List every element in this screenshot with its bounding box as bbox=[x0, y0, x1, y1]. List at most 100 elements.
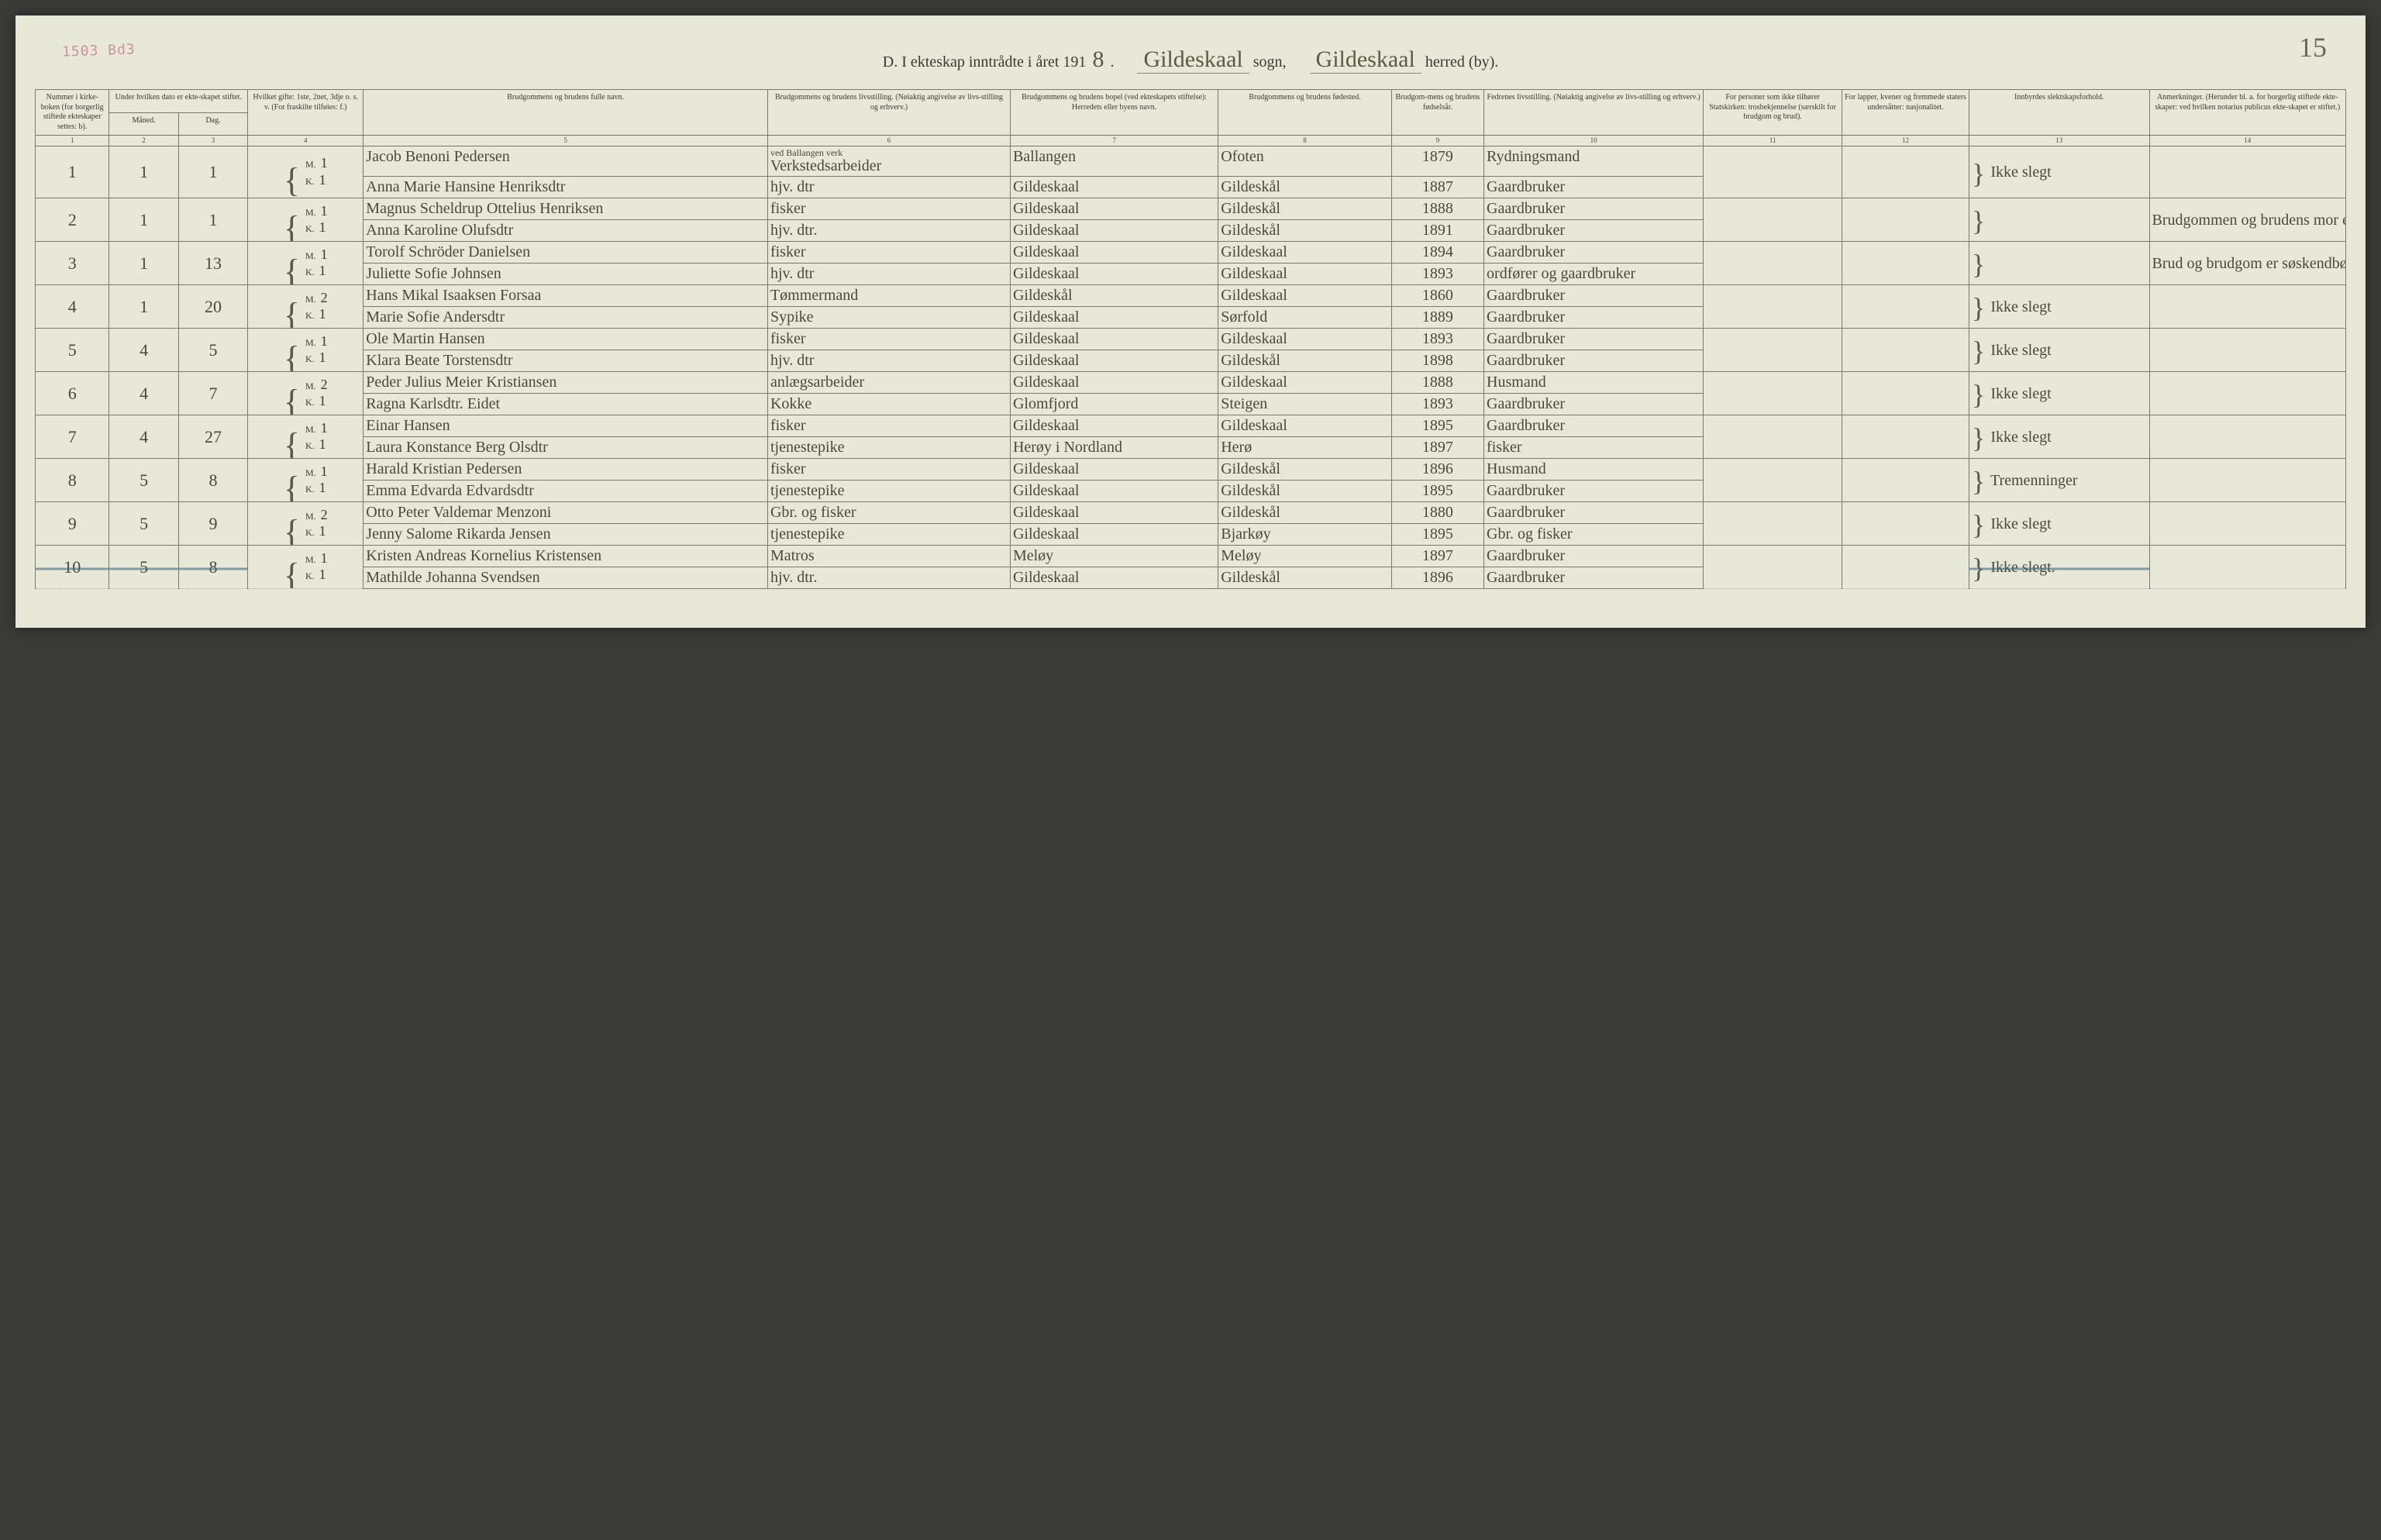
bracket-icon: } bbox=[1972, 388, 1985, 401]
religion bbox=[1704, 198, 1842, 242]
relationship: } Tremenninger bbox=[1969, 459, 2150, 502]
col-number: 7 bbox=[1010, 136, 1218, 146]
entry-day: 8 bbox=[178, 459, 247, 502]
relationship: } bbox=[1969, 198, 2150, 242]
col-number: 3 bbox=[178, 136, 247, 146]
relationship: } Ikke slegt. bbox=[1969, 546, 2150, 589]
col-header: Innbyrdes slektskapsforhold. bbox=[1969, 90, 2150, 136]
groom-birthplace: Gildeskaal bbox=[1218, 329, 1392, 350]
groom-name: Einar Hansen bbox=[364, 415, 768, 437]
bride-residence: Gildeskaal bbox=[1010, 220, 1218, 242]
groom-residence: Gildeskaal bbox=[1010, 415, 1218, 437]
table-body: 111 { M. 1 K. 1 Jacob Benoni Pedersenved… bbox=[36, 146, 2346, 589]
religion bbox=[1704, 415, 1842, 459]
marriage-order: { M. 2 K. 1 bbox=[248, 502, 364, 546]
bracket-icon: } bbox=[1972, 301, 1985, 315]
col-number: 5 bbox=[364, 136, 768, 146]
col-header: For lapper, kvener og fremmede staters u… bbox=[1842, 90, 1969, 136]
remarks bbox=[2149, 285, 2345, 329]
bracket-icon: } bbox=[1972, 431, 1985, 445]
bride-birthplace: Gildeskål bbox=[1218, 220, 1392, 242]
groom-name: Kristen Andreas Kornelius Kristensen bbox=[364, 546, 768, 567]
bride-residence: Herøy i Nordland bbox=[1010, 437, 1218, 459]
bride-father-occ: Gaardbruker bbox=[1484, 481, 1704, 502]
bride-residence: Gildeskaal bbox=[1010, 177, 1218, 198]
remarks bbox=[2149, 459, 2345, 502]
bride-birthplace: Gildeskål bbox=[1218, 481, 1392, 502]
entry-day: 5 bbox=[178, 329, 247, 372]
nationality bbox=[1842, 372, 1969, 415]
marriage-order: { M. 1 K. 1 bbox=[248, 415, 364, 459]
entry-number: 3 bbox=[36, 242, 109, 285]
nationality bbox=[1842, 459, 1969, 502]
groom-father-occ: Gaardbruker bbox=[1484, 546, 1704, 567]
entry-day: 1 bbox=[178, 198, 247, 242]
col-header: Anmerkninger. (Herunder bl. a. for borge… bbox=[2149, 90, 2345, 136]
title-prefix: D. I ekteskap inntrådte i året 191 bbox=[883, 53, 1087, 71]
bride-birthplace: Sørfold bbox=[1218, 307, 1392, 329]
register-page: 1503 Bd3 15 D. I ekteskap inntrådte i år… bbox=[16, 16, 2365, 628]
bride-residence: Gildeskaal bbox=[1010, 567, 1218, 589]
marriage-order: { M. 1 K. 1 bbox=[248, 242, 364, 285]
col-header: Brudgommens og brudens fulle navn. bbox=[364, 90, 768, 136]
groom-father-occ: Husmand bbox=[1484, 459, 1704, 481]
groom-birthplace: Gildeskål bbox=[1218, 198, 1392, 220]
groom-occupation: ved Ballangen verkVerkstedsarbeider bbox=[767, 146, 1010, 177]
groom-father-occ: Gaardbruker bbox=[1484, 242, 1704, 264]
col-header: Dag. bbox=[178, 112, 247, 136]
bracket-icon: { bbox=[284, 437, 300, 454]
bracket-icon: { bbox=[284, 264, 300, 281]
title-year-suffix: 8 bbox=[1086, 47, 1110, 72]
groom-occupation: fisker bbox=[767, 415, 1010, 437]
bracket-icon: { bbox=[284, 307, 300, 324]
table-row-groom: 4120 { M. 2 K. 1 Hans Mikal Isaaksen For… bbox=[36, 285, 2346, 307]
groom-residence: Ballangen bbox=[1010, 146, 1218, 177]
bride-birthplace: Steigen bbox=[1218, 394, 1392, 415]
herred-label: herred (by). bbox=[1425, 53, 1498, 71]
marriage-order: { M. 1 K. 1 bbox=[248, 198, 364, 242]
bracket-icon: { bbox=[284, 567, 300, 584]
entry-number: 8 bbox=[36, 459, 109, 502]
entry-number: 4 bbox=[36, 285, 109, 329]
bride-father-occ: Gaardbruker bbox=[1484, 177, 1704, 198]
groom-residence: Gildeskaal bbox=[1010, 459, 1218, 481]
bracket-icon: { bbox=[284, 220, 300, 237]
groom-birthplace: Gildeskål bbox=[1218, 459, 1392, 481]
entry-number: 9 bbox=[36, 502, 109, 546]
groom-birthyear: 1897 bbox=[1391, 546, 1483, 567]
groom-birthplace: Gildeskål bbox=[1218, 502, 1392, 524]
col-number: 14 bbox=[2149, 136, 2345, 146]
groom-occupation: Tømmermand bbox=[767, 285, 1010, 307]
col-number: 12 bbox=[1842, 136, 1969, 146]
entry-month: 5 bbox=[109, 546, 178, 589]
table-row-groom: 1058 { M. 1 K. 1 Kristen Andreas Korneli… bbox=[36, 546, 2346, 567]
entry-number: 10 bbox=[36, 546, 109, 589]
bride-birthyear: 1887 bbox=[1391, 177, 1483, 198]
col-header: Fedrenes livsstilling. (Nøiaktig angivel… bbox=[1484, 90, 1704, 136]
entry-day: 8 bbox=[178, 546, 247, 589]
groom-name: Torolf Schröder Danielsen bbox=[364, 242, 768, 264]
page-number: 15 bbox=[2299, 31, 2327, 64]
bracket-icon: } bbox=[1972, 214, 1985, 228]
bride-name: Mathilde Johanna Svendsen bbox=[364, 567, 768, 589]
groom-residence: Gildeskål bbox=[1010, 285, 1218, 307]
col-number: 1 bbox=[36, 136, 109, 146]
relationship: } Ikke slegt bbox=[1969, 502, 2150, 546]
religion bbox=[1704, 546, 1842, 589]
entry-number: 1 bbox=[36, 146, 109, 198]
bride-name: Anna Marie Hansine Henriksdtr bbox=[364, 177, 768, 198]
groom-birthyear: 1894 bbox=[1391, 242, 1483, 264]
remarks: Brud og brudgom er søskendbørn bbox=[2149, 242, 2345, 285]
entry-day: 13 bbox=[178, 242, 247, 285]
bride-father-occ: Gaardbruker bbox=[1484, 394, 1704, 415]
bride-occupation: hjv. dtr bbox=[767, 264, 1010, 285]
entry-day: 7 bbox=[178, 372, 247, 415]
remarks bbox=[2149, 329, 2345, 372]
groom-birthyear: 1888 bbox=[1391, 372, 1483, 394]
bride-residence: Gildeskaal bbox=[1010, 264, 1218, 285]
bride-birthyear: 1893 bbox=[1391, 264, 1483, 285]
sogn-label: sogn, bbox=[1253, 53, 1287, 71]
bride-father-occ: Gaardbruker bbox=[1484, 307, 1704, 329]
groom-birthyear: 1860 bbox=[1391, 285, 1483, 307]
groom-residence: Gildeskaal bbox=[1010, 329, 1218, 350]
